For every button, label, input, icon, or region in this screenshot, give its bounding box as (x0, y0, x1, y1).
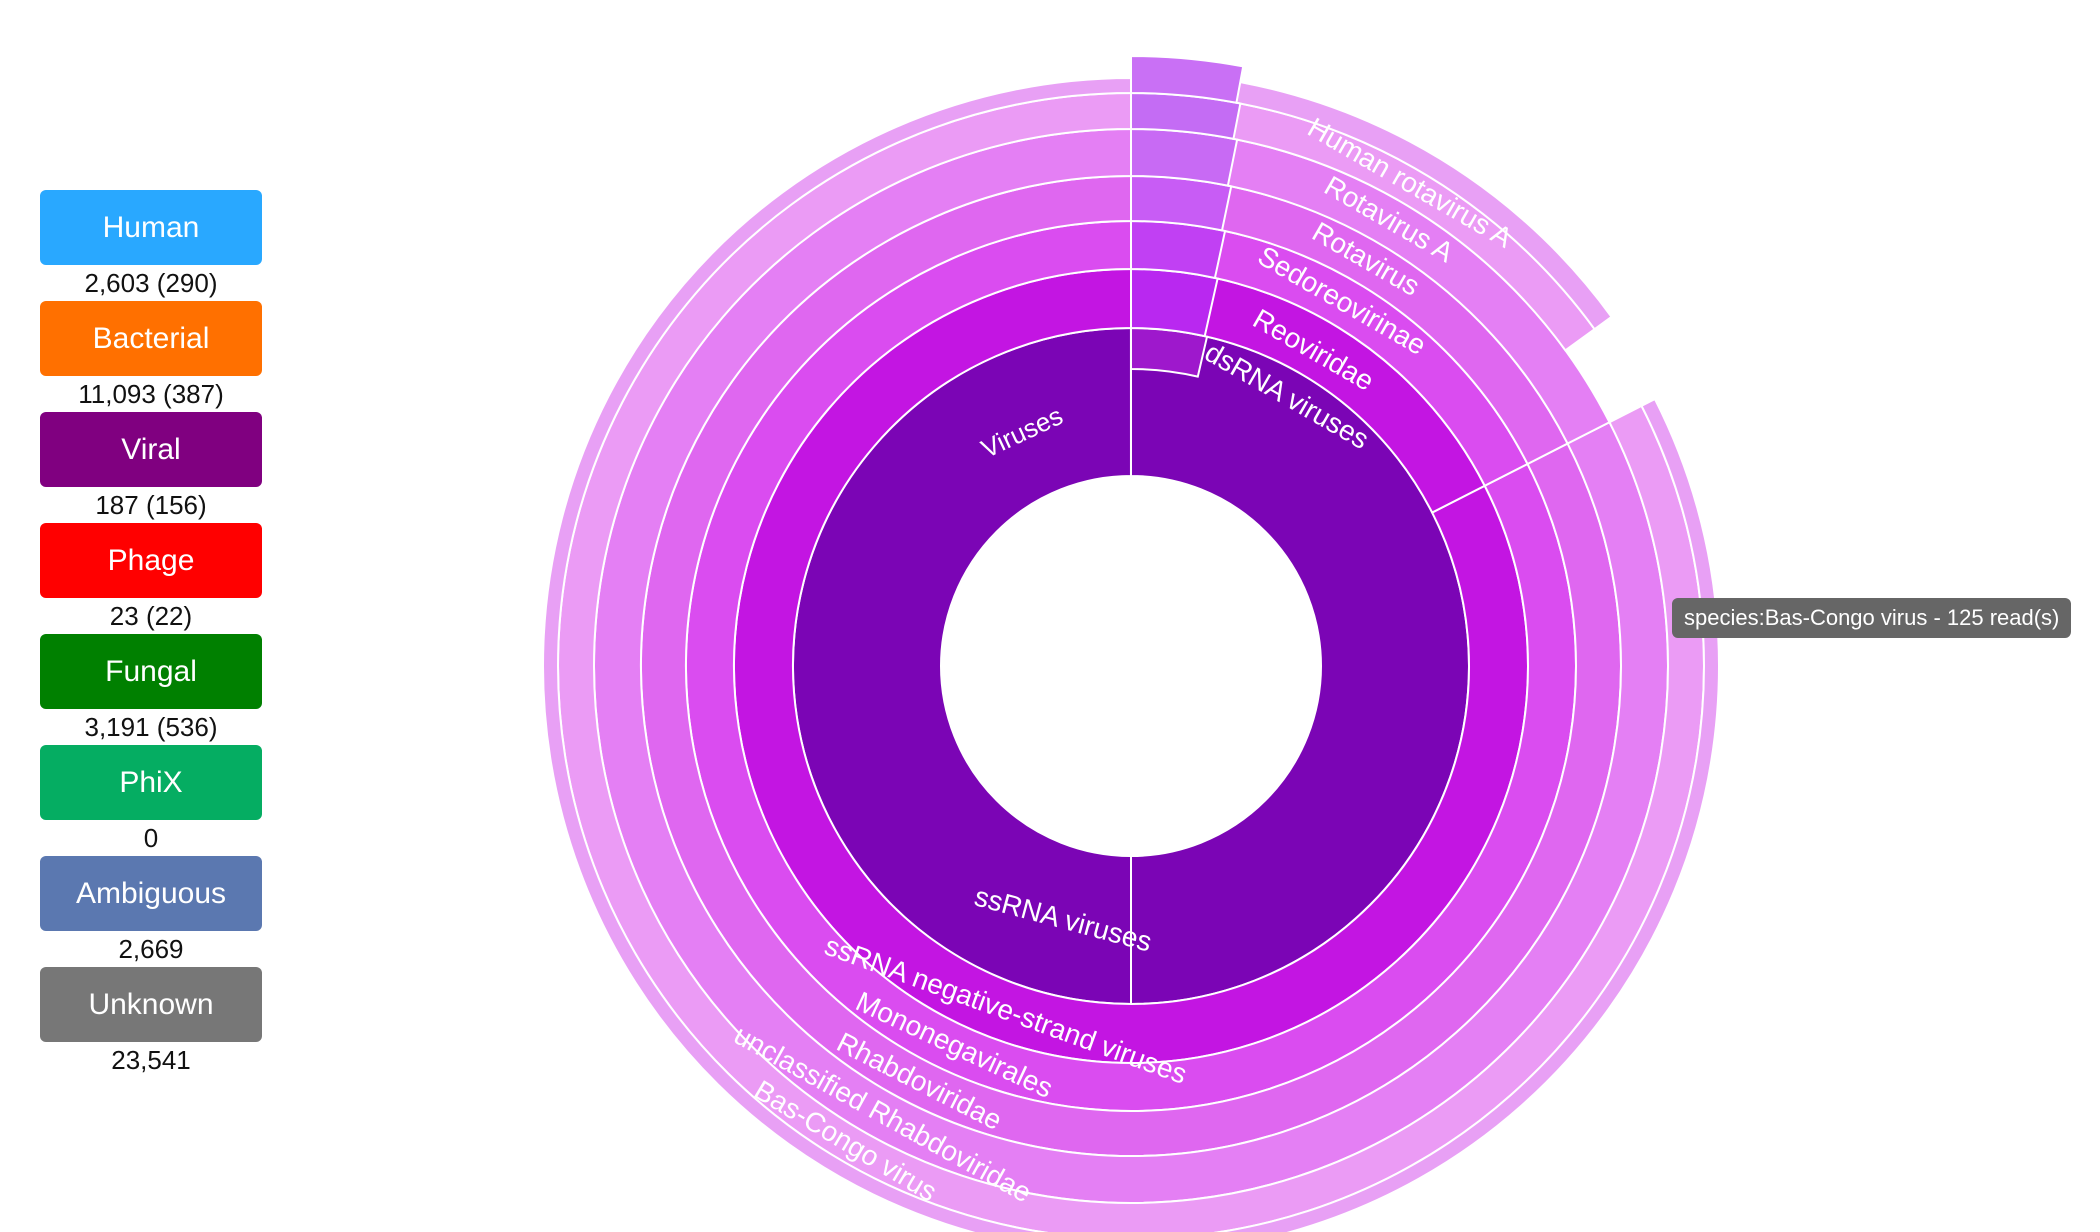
arc-top-sliver-6[interactable] (1130, 54, 1245, 104)
species-tooltip: species:Bas-Congo virus - 125 read(s) (1672, 598, 2072, 638)
fungal-button[interactable]: Fungal (40, 634, 262, 709)
unknown-count: 23,541 (111, 1045, 191, 1075)
category-phix: PhiX 0 (40, 745, 262, 856)
phage-count: 23 (22) (109, 601, 193, 631)
ambiguous-count: 2,669 (118, 934, 184, 964)
category-sidebar: Human 2,603 (290) Bacterial 11,093 (387)… (40, 190, 262, 1078)
category-human: Human 2,603 (290) (40, 190, 262, 301)
viral-count: 187 (156) (95, 490, 207, 520)
phix-button[interactable]: PhiX (40, 745, 262, 820)
bacterial-button[interactable]: Bacterial (40, 301, 262, 376)
category-fungal: Fungal 3,191 (536) (40, 634, 262, 745)
bacterial-count: 11,093 (387) (78, 379, 224, 409)
arc-human-rotavirus-a[interactable] (1149, 71, 1613, 331)
arc-top-sliver-1[interactable] (1130, 267, 1219, 338)
fungal-count: 3,191 (536) (84, 712, 218, 742)
category-bacterial: Bacterial 11,093 (387) (40, 301, 262, 412)
phage-button[interactable]: Phage (40, 523, 262, 598)
ambiguous-button[interactable]: Ambiguous (40, 856, 262, 931)
category-phage: Phage 23 (22) (40, 523, 262, 634)
human-button[interactable]: Human (40, 190, 262, 265)
arc-top-sliver-0[interactable] (1130, 326, 1209, 378)
phix-count: 0 (143, 823, 159, 853)
category-viral: Viral 187 (156) (40, 412, 262, 523)
unknown-button[interactable]: Unknown (40, 967, 262, 1042)
human-count: 2,603 (290) (84, 268, 218, 298)
category-ambiguous: Ambiguous 2,669 (40, 856, 262, 967)
category-unknown: Unknown 23,541 (40, 967, 262, 1078)
arc-top-sliver-2[interactable] (1130, 219, 1227, 280)
viral-button[interactable]: Viral (40, 412, 262, 487)
